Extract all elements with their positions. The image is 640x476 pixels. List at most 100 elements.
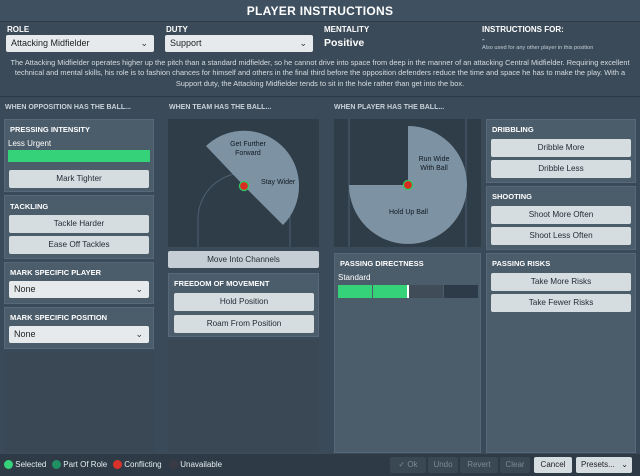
legend-selected-label: Selected [15, 460, 47, 469]
legend-selected: Selected [4, 460, 47, 470]
legend-part-of-role-label: Part Of Role [63, 460, 108, 469]
divider [0, 96, 640, 97]
pressing-panel: PRESSING INTENSITY Less Urgent Mark Tigh… [4, 119, 154, 192]
revert-button[interactable]: Revert [460, 457, 498, 473]
team-pitch-panel: Get Further Forward Stay Wider [168, 119, 319, 247]
ok-button[interactable]: ✓ Ok [390, 457, 426, 473]
ok-label: Ok [407, 460, 418, 469]
duty-label: DUTY [166, 25, 188, 34]
mark-player-dropdown[interactable]: None ⌄ [9, 281, 149, 298]
pressing-slider-fill [8, 150, 150, 162]
checkmark-icon: ✓ [398, 460, 406, 469]
dribble-less-button[interactable]: Dribble Less [491, 160, 631, 178]
unavailable-dot-icon [169, 460, 178, 470]
mark-player-value: None [14, 284, 36, 294]
tackle-harder-button[interactable]: Tackle Harder [9, 215, 149, 233]
section-opposition: WHEN OPPOSITION HAS THE BALL... [5, 104, 132, 111]
conflicting-dot-icon [113, 460, 122, 470]
part-of-role-dot-icon [52, 460, 61, 470]
window-title: PLAYER INSTRUCTIONS [0, 0, 640, 22]
duty-value: Support [170, 38, 202, 48]
player-pitch-svg [348, 119, 467, 247]
shoot-more-often-button[interactable]: Shoot More Often [491, 206, 631, 224]
pressing-slider[interactable] [8, 150, 150, 162]
legend-unavailable-label: Unavailable [180, 460, 223, 469]
section-player: WHEN PLAYER HAS THE BALL... [334, 104, 445, 111]
passing-risks-title: PASSING RISKS [492, 259, 551, 268]
passing-risks-panel: PASSING RISKS Take More Risks Take Fewer… [486, 253, 636, 453]
chevron-down-icon: ⌄ [621, 460, 628, 469]
directness-segment [443, 285, 478, 298]
clear-button[interactable]: Clear [500, 457, 530, 473]
role-label: ROLE [7, 25, 30, 34]
tackling-panel: TACKLING Tackle Harder Ease Off Tackles [4, 195, 154, 259]
freedom-panel: FREEDOM OF MOVEMENT Hold Position Roam F… [168, 273, 319, 337]
player-position-marker [238, 180, 250, 192]
directness-segment [338, 285, 373, 298]
take-fewer-risks-button[interactable]: Take Fewer Risks [491, 294, 631, 312]
instructions-for-label: INSTRUCTIONS FOR: [482, 25, 564, 34]
shooting-panel: SHOOTING Shoot More Often Shoot Less Oft… [486, 186, 636, 250]
player-position-marker [402, 179, 414, 191]
directness-handle[interactable] [407, 285, 409, 298]
player-pitch-panel: Run Wide With Ball Hold Up Ball [334, 119, 481, 247]
hold-position-button[interactable]: Hold Position [174, 293, 314, 311]
instructions-for-value: - [482, 35, 485, 44]
chevron-down-icon: ⌄ [299, 38, 307, 48]
team-movement-zone[interactable] [206, 130, 300, 225]
cancel-button[interactable]: Cancel [534, 457, 572, 473]
directness-segment [408, 285, 443, 298]
legend-conflicting: Conflicting [113, 460, 162, 470]
mentality-label: MENTALITY [324, 25, 370, 34]
legend-unavailable: Unavailable [169, 460, 223, 470]
passing-directness-value: Standard [338, 273, 371, 282]
presets-label: Presets... [581, 460, 615, 469]
undo-button[interactable]: Undo [428, 457, 458, 473]
roam-from-position-button[interactable]: Roam From Position [174, 315, 314, 333]
chevron-down-icon: ⌄ [135, 329, 143, 339]
ease-off-tackles-button[interactable]: Ease Off Tackles [9, 236, 149, 254]
duty-dropdown[interactable]: Support ⌄ [165, 35, 313, 52]
hold-up-ball-label: Hold Up Ball [389, 209, 428, 216]
directness-segment [373, 285, 408, 298]
shooting-title: SHOOTING [492, 192, 533, 201]
mark-player-panel: MARK SPECIFIC PLAYER None ⌄ [4, 262, 154, 304]
mark-position-title: MARK SPECIFIC POSITION [10, 313, 108, 322]
role-description: The Attacking Midfielder operates higher… [10, 58, 630, 88]
chevron-down-icon: ⌄ [135, 284, 143, 294]
passing-directness-panel: PASSING DIRECTNESS Standard [334, 253, 481, 453]
dribble-more-button[interactable]: Dribble More [491, 139, 631, 157]
role-dropdown[interactable]: Attacking Midfielder ⌄ [6, 35, 154, 52]
mark-position-dropdown[interactable]: None ⌄ [9, 326, 149, 343]
dribbling-panel: DRIBBLING Dribble More Dribble Less [486, 119, 636, 183]
legend-part-of-role: Part Of Role [52, 460, 108, 470]
mark-position-panel: MARK SPECIFIC POSITION None ⌄ [4, 307, 154, 349]
chevron-down-icon: ⌄ [140, 38, 148, 48]
legend-conflicting-label: Conflicting [124, 460, 162, 469]
mark-position-value: None [14, 329, 36, 339]
section-team: WHEN TEAM HAS THE BALL... [169, 104, 272, 111]
selected-dot-icon [4, 460, 13, 470]
left-empty-area [4, 352, 154, 452]
passing-directness-slider[interactable] [338, 285, 478, 298]
stay-wider-label: Stay Wider [261, 179, 296, 186]
move-into-channels-button[interactable]: Move Into Channels [168, 251, 319, 268]
instructions-for-note: Also used for any other player in this p… [482, 45, 594, 51]
team-pitch-svg [197, 130, 300, 247]
tackling-title: TACKLING [10, 202, 49, 211]
mark-tighter-button[interactable]: Mark Tighter [9, 170, 149, 188]
middle-empty-area [168, 340, 319, 452]
get-further-forward-label: Get Further Forward [230, 141, 266, 157]
pressing-title: PRESSING INTENSITY [10, 125, 91, 134]
role-value: Attacking Midfielder [11, 38, 90, 48]
mark-player-title: MARK SPECIFIC PLAYER [10, 268, 101, 277]
presets-button[interactable]: Presets... ⌄ [576, 457, 632, 473]
take-more-risks-button[interactable]: Take More Risks [491, 273, 631, 291]
dribbling-title: DRIBBLING [492, 125, 534, 134]
shoot-less-often-button[interactable]: Shoot Less Often [491, 227, 631, 245]
pressing-value: Less Urgent [8, 139, 52, 148]
run-wide-label: Run Wide With Ball [418, 156, 450, 172]
mentality-value: Positive [324, 37, 365, 49]
freedom-title: FREEDOM OF MOVEMENT [174, 279, 270, 288]
passing-directness-title: PASSING DIRECTNESS [340, 259, 424, 268]
